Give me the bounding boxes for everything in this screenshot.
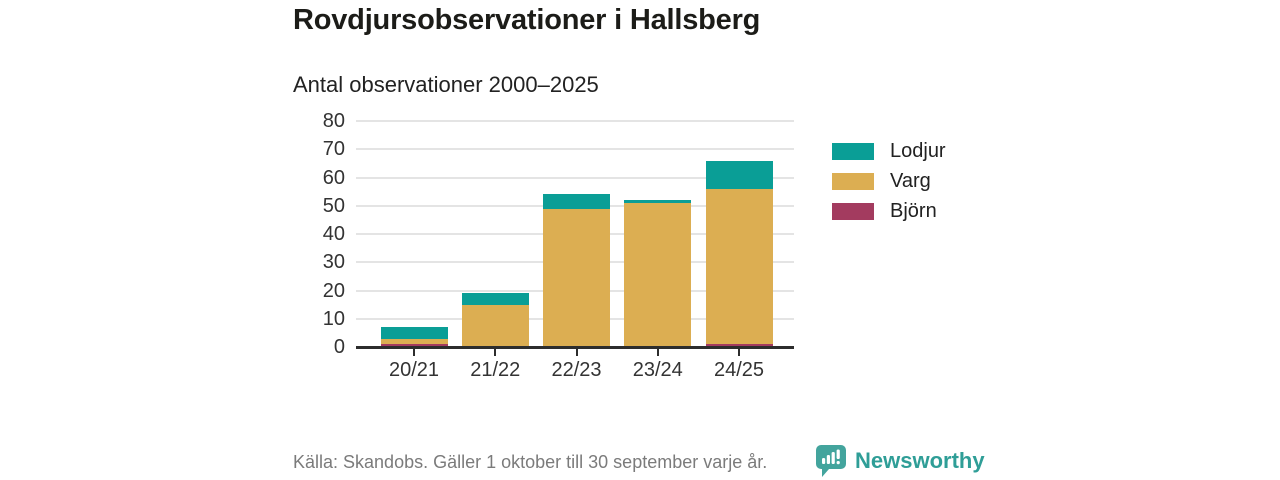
x-axis-tick	[738, 349, 740, 356]
bar-segment-lodjur-22-23	[543, 194, 610, 209]
bar-segment-varg-20-21	[380, 338, 448, 345]
bar-segment-lodjur-24-25	[705, 160, 773, 189]
legend: Lodjur Varg Björn	[832, 140, 946, 233]
legend-item-björn: Björn	[832, 200, 946, 222]
bar-segment-björn-20-21	[380, 344, 448, 347]
brand: Newsworthy	[815, 444, 985, 478]
brand-name: Newsworthy	[855, 448, 985, 473]
bar-segment-varg-24-25	[705, 188, 773, 345]
bar-segment-lodjur-23-24	[624, 200, 692, 203]
x-axis-tick-label: 20/21	[388, 359, 440, 381]
legend-swatch-lodjur	[832, 143, 874, 160]
legend-swatch-varg	[832, 173, 874, 190]
y-axis-tick-label: 10	[322, 307, 345, 330]
legend-item-varg: Varg	[832, 170, 946, 192]
bar-segment-lodjur-20-21	[380, 327, 448, 339]
x-axis-tick-label: 21/22	[470, 359, 521, 381]
y-axis-tick-label: 30	[322, 251, 345, 274]
chart-subtitle: Antal observationer 2000–2025	[293, 72, 599, 97]
y-axis-tick-label: 50	[322, 194, 345, 217]
y-axis-tick-label: 40	[322, 223, 345, 245]
source-note: Källa: Skandobs. Gäller 1 oktober till 3…	[293, 452, 768, 472]
y-axis-tick-label: 80	[322, 110, 345, 132]
y-axis-tick-label: 0	[333, 336, 345, 358]
y-axis-tick-label: 20	[322, 279, 345, 302]
x-axis-tick	[656, 349, 659, 356]
legend-label: Varg	[890, 170, 931, 192]
gridline-70	[356, 148, 794, 151]
x-axis-tick	[413, 349, 415, 356]
bar-segment-varg-23-24	[624, 202, 692, 347]
bar-segment-varg-21-22	[461, 304, 529, 347]
x-axis-tick	[494, 349, 497, 356]
x-axis-tick-label: 23/24	[632, 359, 683, 381]
x-axis-line	[356, 346, 794, 349]
gridline-80	[356, 120, 794, 122]
newsworthy-logo-icon	[816, 445, 846, 477]
legend-item-lodjur: Lodjur	[832, 140, 946, 162]
chart-title: Rovdjursobservationer i Hallsberg	[293, 4, 761, 36]
y-axis-tick-label: 60	[322, 166, 345, 189]
legend-label: Björn	[890, 200, 937, 222]
gridline-60	[356, 176, 794, 179]
bar-segment-lodjur-21-22	[461, 293, 529, 305]
x-axis-tick-label: 24/25	[713, 359, 765, 381]
bar-segment-björn-24-25	[705, 344, 773, 347]
legend-swatch-björn	[832, 203, 874, 220]
x-axis-tick	[575, 349, 578, 356]
y-axis-tick-label: 70	[322, 138, 345, 161]
bar-segment-varg-22-23	[543, 208, 610, 347]
legend-label: Lodjur	[890, 140, 946, 162]
x-axis-tick-label: 22/23	[551, 359, 602, 381]
